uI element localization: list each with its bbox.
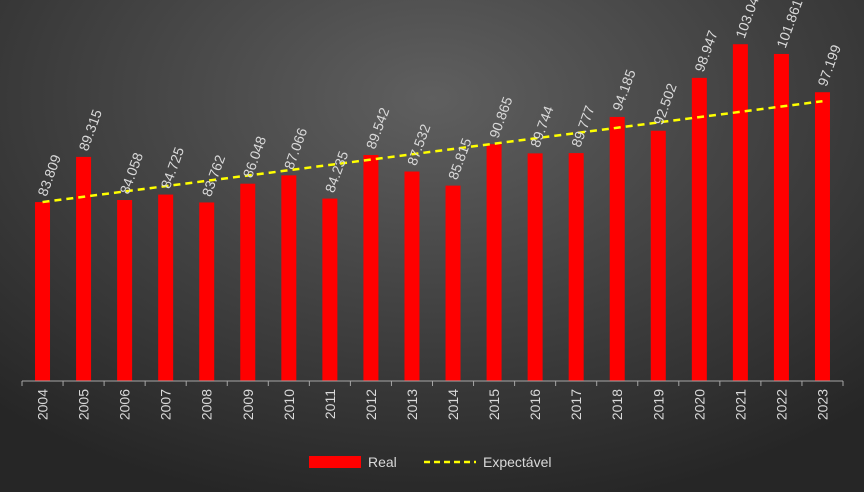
x-tick-label-2018: 2018 <box>609 389 625 420</box>
x-tick-label-2016: 2016 <box>527 389 543 420</box>
x-tick-label-2006: 2006 <box>117 389 133 420</box>
data-label-2013: 87.532 <box>404 122 434 168</box>
data-label-2004: 83.809 <box>34 152 64 198</box>
x-tick-label-2020: 2020 <box>691 389 707 420</box>
bar-2019 <box>650 130 666 381</box>
bar-2006 <box>117 200 133 381</box>
bar-2022 <box>773 53 789 381</box>
data-label-2010: 87.066 <box>281 125 311 171</box>
data-label-2014: 85.815 <box>445 136 475 182</box>
x-tick-label-2012: 2012 <box>363 389 379 420</box>
x-tick-label-2007: 2007 <box>158 389 174 420</box>
x-tick-label-2009: 2009 <box>240 389 256 420</box>
data-label-2015: 90.865 <box>486 94 516 140</box>
data-label-2012: 89.542 <box>363 105 393 151</box>
bar-2009 <box>240 183 256 381</box>
x-tick-label-2015: 2015 <box>486 389 502 420</box>
x-tick-label-2023: 2023 <box>814 389 830 420</box>
bar-2017 <box>568 153 584 381</box>
data-label-2021: 103.048 <box>732 0 764 40</box>
data-label-2005: 89.315 <box>75 107 105 153</box>
legend-label-real: Real <box>368 454 397 470</box>
x-axis-ticks <box>21 381 844 386</box>
x-tick-label-2004: 2004 <box>35 389 51 420</box>
bar-2020 <box>691 77 707 381</box>
data-label-2016: 89.744 <box>527 103 557 149</box>
bar-2023 <box>814 92 830 382</box>
x-tick-label-2014: 2014 <box>445 389 461 420</box>
bar-2018 <box>609 116 625 381</box>
x-tick-label-2013: 2013 <box>404 389 420 420</box>
bar-2016 <box>527 153 543 381</box>
data-label-2008: 83.762 <box>199 153 229 199</box>
data-label-2018: 94.185 <box>609 67 639 113</box>
x-axis-tick-labels: 2004 2005 2006 2007 2008 2009 2010 2011 2012 2013… <box>35 389 831 420</box>
bar-2010 <box>281 175 297 381</box>
data-label-2022: 101.861 <box>773 0 805 50</box>
data-label-2011: 84.235 <box>322 149 352 195</box>
data-label-2020: 98.947 <box>691 28 721 74</box>
bar-2005 <box>76 156 92 381</box>
legend-label-expectavel: Expectável <box>483 454 551 470</box>
x-tick-label-2005: 2005 <box>76 389 92 420</box>
data-label-2023: 97.199 <box>814 42 844 88</box>
bar-2021 <box>732 44 748 381</box>
x-tick-label-2010: 2010 <box>281 389 297 420</box>
legend-swatch-real <box>309 456 361 468</box>
x-tick-label-2008: 2008 <box>199 389 215 420</box>
data-label-2017: 89.777 <box>568 103 598 149</box>
x-tick-label-2019: 2019 <box>650 389 666 420</box>
data-label-2007: 84.725 <box>157 145 187 191</box>
legend: Real Expectável <box>309 454 551 470</box>
bar-2012 <box>363 155 379 381</box>
bar-2004 <box>35 202 51 381</box>
bar-series-real <box>35 44 830 382</box>
x-tick-label-2022: 2022 <box>773 389 789 420</box>
x-tick-label-2017: 2017 <box>568 389 584 420</box>
bar-2007 <box>158 194 174 381</box>
bar-2013 <box>404 171 420 381</box>
bar-2014 <box>445 185 461 381</box>
bar-2011 <box>322 198 338 381</box>
bar-2015 <box>486 144 502 381</box>
x-tick-label-2011: 2011 <box>322 389 338 419</box>
x-tick-label-2021: 2021 <box>732 389 748 420</box>
bar-2008 <box>199 202 215 381</box>
data-label-2009: 86.048 <box>240 134 270 180</box>
